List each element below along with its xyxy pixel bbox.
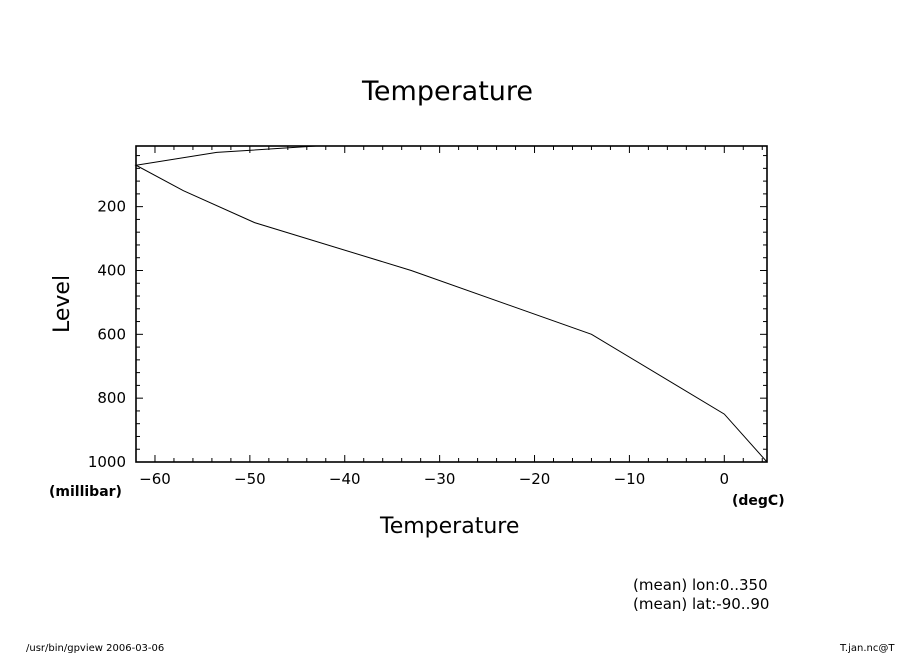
- y-tick-label: 800: [97, 389, 126, 407]
- y-axis-unit: (millibar): [49, 484, 122, 500]
- x-tick-label: −30: [424, 470, 456, 488]
- y-tick-label: 1000: [88, 453, 126, 471]
- plot-frame: [135, 145, 768, 463]
- x-tick-label: −40: [329, 470, 361, 488]
- x-axis-title: Temperature: [380, 514, 520, 539]
- x-tick-label: −20: [519, 470, 551, 488]
- x-tick-label: −10: [614, 470, 646, 488]
- temperature-profile-line: [134, 145, 768, 463]
- x-tick-label: 0: [720, 470, 730, 488]
- mean-lat-annotation: (mean) lat:-90..90: [633, 595, 770, 613]
- mean-lon-annotation: (mean) lon:0..350: [633, 576, 768, 594]
- x-axis-unit: (degC): [732, 493, 785, 509]
- y-tick-label: 600: [97, 325, 126, 343]
- footer-file: T.jan.nc@T: [840, 643, 895, 654]
- x-tick-label: −60: [139, 470, 171, 488]
- y-axis-title: Level: [50, 274, 75, 333]
- y-tick-label: 200: [97, 198, 126, 216]
- x-tick-label: −50: [234, 470, 266, 488]
- chart-title: Temperature: [362, 76, 534, 107]
- footer-program: /usr/bin/gpview 2006-03-06: [26, 643, 165, 654]
- y-tick-label: 400: [97, 261, 126, 279]
